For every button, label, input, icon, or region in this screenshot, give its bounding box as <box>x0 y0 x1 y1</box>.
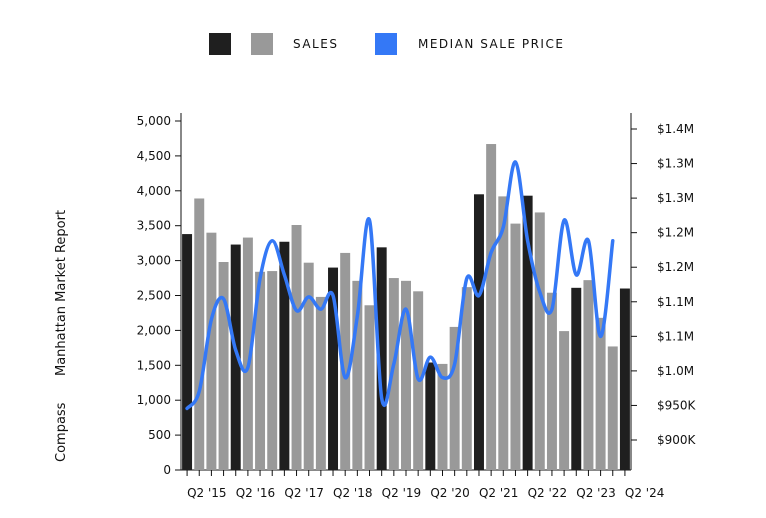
sales-bar <box>461 287 472 470</box>
x-tick-label: Q2 '24 <box>625 486 664 500</box>
x-tick-label: Q2 '17 <box>284 486 323 500</box>
sales-bar-q2 <box>619 288 630 470</box>
sales-bar <box>340 252 351 470</box>
sales-bar <box>206 232 217 470</box>
sales-bar <box>303 262 314 470</box>
left-tick-label: 4,000 <box>137 184 171 198</box>
right-tick-label: $1.1M <box>657 295 694 309</box>
sales-bar <box>267 271 278 470</box>
sales-bar-q2 <box>328 267 339 470</box>
left-tick-label: 500 <box>148 428 171 442</box>
sales-bar-q2 <box>425 362 436 470</box>
legend-label-sales: SALES <box>293 37 338 51</box>
sales-bar <box>486 144 497 470</box>
left-tick-label: 5,000 <box>137 114 171 128</box>
sales-bar <box>498 196 509 470</box>
left-tick-label: 2,000 <box>137 323 171 337</box>
left-tick-label: 0 <box>163 463 171 477</box>
right-tick-label: $1.2M <box>657 226 694 240</box>
left-tick-label: 3,500 <box>137 219 171 233</box>
x-tick-label: Q2 '20 <box>430 486 469 500</box>
median-price-line <box>185 160 615 411</box>
sales-bar <box>242 237 253 470</box>
right-tick-label: $1.1M <box>657 329 694 343</box>
sales-bar-q2 <box>473 194 484 471</box>
legend-swatch-median-price <box>375 33 397 55</box>
x-tick-label: Q2 '23 <box>576 486 615 500</box>
sales-bar-q2 <box>522 195 533 470</box>
sales-bar <box>291 225 302 470</box>
x-tick-label: Q2 '22 <box>528 486 567 500</box>
sales-bar <box>194 198 205 471</box>
left-tick-label: 2,500 <box>137 289 171 303</box>
sales-bar-q2 <box>230 244 241 470</box>
legend-swatch-q2-sales <box>209 33 231 55</box>
legend-swatch-sales <box>251 33 273 55</box>
sales-bar <box>510 223 521 470</box>
right-tick-label: $1.3M <box>657 157 694 171</box>
sales-bar <box>607 346 618 470</box>
right-tick-label: $1.0M <box>657 364 694 378</box>
sales-bar <box>559 331 570 470</box>
left-tick-label: 1,500 <box>137 358 171 372</box>
right-tick-label: $950K <box>657 398 697 412</box>
sales-bar-q2 <box>279 241 290 470</box>
right-tick-label: $900K <box>657 433 697 447</box>
x-tick-label: Q2 '21 <box>479 486 518 500</box>
left-tick-label: 3,000 <box>137 254 171 268</box>
x-tick-label: Q2 '15 <box>187 486 226 500</box>
sales-bar <box>437 363 448 470</box>
sales-bar <box>364 305 375 470</box>
x-tick-label: Q2 '18 <box>333 486 372 500</box>
legend-label-median-price: MEDIAN SALE PRICE <box>418 37 564 51</box>
legend: SALES MEDIAN SALE PRICE <box>209 33 564 55</box>
sales-bar-q2 <box>376 247 387 470</box>
x-tick-label: Q2 '16 <box>236 486 275 500</box>
left-tick-label: 4,500 <box>137 149 171 163</box>
right-tick-label: $1.2M <box>657 260 694 274</box>
report-label: Manhattan Market Report <box>54 210 69 376</box>
sales-bar-q2 <box>571 287 582 470</box>
sales-bar <box>534 212 545 470</box>
sales-bar <box>583 280 594 470</box>
sales-bar <box>449 326 460 470</box>
sales-bar <box>388 278 399 470</box>
sales-bar <box>401 280 411 470</box>
sales-bar-q2 <box>182 234 193 470</box>
right-tick-label: $1.4M <box>657 122 694 136</box>
plot-area: 0 500 1,000 1,500 2,000 2,500 3,000 3,500 4,000 4… <box>137 113 697 500</box>
x-tick-label: Q2 '19 <box>382 486 421 500</box>
sales-bar <box>255 271 266 470</box>
right-tick-label: $1.3M <box>657 191 694 205</box>
sales-bar <box>352 280 363 470</box>
sales-bar <box>546 292 557 470</box>
sales-bar <box>595 317 606 470</box>
left-tick-label: 1,000 <box>137 393 171 407</box>
sales-bar <box>315 296 326 470</box>
brand-label: Compass <box>54 402 69 462</box>
sales-bar <box>218 262 229 470</box>
